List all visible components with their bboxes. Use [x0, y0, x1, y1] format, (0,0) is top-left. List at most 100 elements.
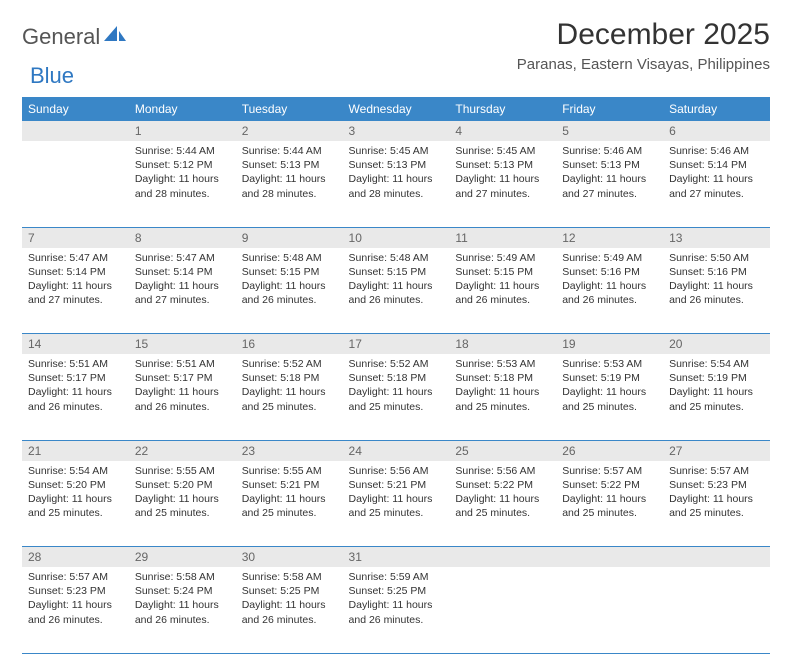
- day-number: 27: [663, 440, 770, 461]
- day-number: 26: [556, 440, 663, 461]
- day-cell: Sunrise: 5:50 AMSunset: 5:16 PMDaylight:…: [663, 248, 770, 334]
- day-number: 7: [22, 227, 129, 248]
- day-number: 29: [129, 547, 236, 568]
- day-details: Sunrise: 5:58 AMSunset: 5:25 PMDaylight:…: [236, 567, 343, 633]
- day-cell: [22, 141, 129, 227]
- day-cell: Sunrise: 5:51 AMSunset: 5:17 PMDaylight:…: [22, 354, 129, 440]
- day-details: Sunrise: 5:55 AMSunset: 5:20 PMDaylight:…: [129, 461, 236, 527]
- weekday-header: Wednesday: [343, 97, 450, 121]
- day-details: Sunrise: 5:51 AMSunset: 5:17 PMDaylight:…: [129, 354, 236, 420]
- brand-text-general: General: [22, 24, 100, 50]
- day-number: 30: [236, 547, 343, 568]
- weekday-header: Thursday: [449, 97, 556, 121]
- day-number: 16: [236, 334, 343, 355]
- calendar-table: Sunday Monday Tuesday Wednesday Thursday…: [22, 97, 770, 654]
- day-number: 11: [449, 227, 556, 248]
- brand-text-blue: Blue: [30, 63, 74, 89]
- calendar-body: 123456Sunrise: 5:44 AMSunset: 5:12 PMDay…: [22, 121, 770, 653]
- weekday-header: Sunday: [22, 97, 129, 121]
- day-details: Sunrise: 5:47 AMSunset: 5:14 PMDaylight:…: [22, 248, 129, 314]
- weekday-header: Saturday: [663, 97, 770, 121]
- day-details: Sunrise: 5:59 AMSunset: 5:25 PMDaylight:…: [343, 567, 450, 633]
- day-number: 14: [22, 334, 129, 355]
- day-number: 25: [449, 440, 556, 461]
- day-cell: Sunrise: 5:46 AMSunset: 5:13 PMDaylight:…: [556, 141, 663, 227]
- day-details: Sunrise: 5:46 AMSunset: 5:13 PMDaylight:…: [556, 141, 663, 207]
- day-number: 24: [343, 440, 450, 461]
- day-number: 10: [343, 227, 450, 248]
- day-number: [556, 547, 663, 568]
- day-details: Sunrise: 5:44 AMSunset: 5:12 PMDaylight:…: [129, 141, 236, 207]
- day-number: 5: [556, 121, 663, 141]
- day-details: Sunrise: 5:45 AMSunset: 5:13 PMDaylight:…: [449, 141, 556, 207]
- day-cell: Sunrise: 5:48 AMSunset: 5:15 PMDaylight:…: [236, 248, 343, 334]
- day-details: Sunrise: 5:53 AMSunset: 5:18 PMDaylight:…: [449, 354, 556, 420]
- week-row: Sunrise: 5:54 AMSunset: 5:20 PMDaylight:…: [22, 461, 770, 547]
- day-number: [449, 547, 556, 568]
- day-details: Sunrise: 5:50 AMSunset: 5:16 PMDaylight:…: [663, 248, 770, 314]
- week-row: Sunrise: 5:57 AMSunset: 5:23 PMDaylight:…: [22, 567, 770, 653]
- day-cell: Sunrise: 5:45 AMSunset: 5:13 PMDaylight:…: [449, 141, 556, 227]
- day-number: 31: [343, 547, 450, 568]
- day-cell: Sunrise: 5:54 AMSunset: 5:20 PMDaylight:…: [22, 461, 129, 547]
- day-details: Sunrise: 5:46 AMSunset: 5:14 PMDaylight:…: [663, 141, 770, 207]
- day-cell: Sunrise: 5:57 AMSunset: 5:23 PMDaylight:…: [22, 567, 129, 653]
- weekday-header: Tuesday: [236, 97, 343, 121]
- day-details: Sunrise: 5:56 AMSunset: 5:22 PMDaylight:…: [449, 461, 556, 527]
- day-details: Sunrise: 5:45 AMSunset: 5:13 PMDaylight:…: [343, 141, 450, 207]
- day-details: Sunrise: 5:48 AMSunset: 5:15 PMDaylight:…: [236, 248, 343, 314]
- day-details: Sunrise: 5:44 AMSunset: 5:13 PMDaylight:…: [236, 141, 343, 207]
- day-number: 3: [343, 121, 450, 141]
- day-details: Sunrise: 5:54 AMSunset: 5:20 PMDaylight:…: [22, 461, 129, 527]
- day-number: 2: [236, 121, 343, 141]
- day-cell: Sunrise: 5:58 AMSunset: 5:24 PMDaylight:…: [129, 567, 236, 653]
- page-title: December 2025: [517, 18, 770, 52]
- day-cell: Sunrise: 5:54 AMSunset: 5:19 PMDaylight:…: [663, 354, 770, 440]
- day-number: 18: [449, 334, 556, 355]
- day-cell: Sunrise: 5:47 AMSunset: 5:14 PMDaylight:…: [22, 248, 129, 334]
- week-row: Sunrise: 5:44 AMSunset: 5:12 PMDaylight:…: [22, 141, 770, 227]
- day-number: [663, 547, 770, 568]
- day-details: Sunrise: 5:51 AMSunset: 5:17 PMDaylight:…: [22, 354, 129, 420]
- day-cell: Sunrise: 5:47 AMSunset: 5:14 PMDaylight:…: [129, 248, 236, 334]
- calendar-page: General December 2025 Paranas, Eastern V…: [0, 0, 792, 664]
- day-cell: Sunrise: 5:53 AMSunset: 5:19 PMDaylight:…: [556, 354, 663, 440]
- day-cell: Sunrise: 5:49 AMSunset: 5:15 PMDaylight:…: [449, 248, 556, 334]
- day-details: Sunrise: 5:58 AMSunset: 5:24 PMDaylight:…: [129, 567, 236, 633]
- day-cell: Sunrise: 5:44 AMSunset: 5:12 PMDaylight:…: [129, 141, 236, 227]
- day-number: 12: [556, 227, 663, 248]
- day-cell: Sunrise: 5:55 AMSunset: 5:21 PMDaylight:…: [236, 461, 343, 547]
- day-number: [22, 121, 129, 141]
- day-cell: Sunrise: 5:55 AMSunset: 5:20 PMDaylight:…: [129, 461, 236, 547]
- day-cell: Sunrise: 5:58 AMSunset: 5:25 PMDaylight:…: [236, 567, 343, 653]
- daynum-row: 78910111213: [22, 227, 770, 248]
- day-number: 20: [663, 334, 770, 355]
- day-number: 21: [22, 440, 129, 461]
- brand-logo: General: [22, 18, 129, 50]
- day-number: 1: [129, 121, 236, 141]
- title-block: December 2025 Paranas, Eastern Visayas, …: [517, 18, 770, 73]
- location-subtitle: Paranas, Eastern Visayas, Philippines: [517, 56, 770, 73]
- day-cell: Sunrise: 5:48 AMSunset: 5:15 PMDaylight:…: [343, 248, 450, 334]
- weekday-header-row: Sunday Monday Tuesday Wednesday Thursday…: [22, 97, 770, 121]
- brand-sail-icon: [104, 26, 126, 49]
- day-details: Sunrise: 5:49 AMSunset: 5:15 PMDaylight:…: [449, 248, 556, 314]
- daynum-row: 14151617181920: [22, 334, 770, 355]
- day-cell: Sunrise: 5:57 AMSunset: 5:22 PMDaylight:…: [556, 461, 663, 547]
- day-cell: [449, 567, 556, 653]
- day-cell: Sunrise: 5:59 AMSunset: 5:25 PMDaylight:…: [343, 567, 450, 653]
- day-cell: Sunrise: 5:46 AMSunset: 5:14 PMDaylight:…: [663, 141, 770, 227]
- day-cell: Sunrise: 5:56 AMSunset: 5:22 PMDaylight:…: [449, 461, 556, 547]
- day-cell: Sunrise: 5:44 AMSunset: 5:13 PMDaylight:…: [236, 141, 343, 227]
- day-number: 8: [129, 227, 236, 248]
- day-number: 13: [663, 227, 770, 248]
- day-number: 15: [129, 334, 236, 355]
- day-number: 4: [449, 121, 556, 141]
- day-cell: [556, 567, 663, 653]
- day-details: Sunrise: 5:54 AMSunset: 5:19 PMDaylight:…: [663, 354, 770, 420]
- week-row: Sunrise: 5:47 AMSunset: 5:14 PMDaylight:…: [22, 248, 770, 334]
- day-cell: Sunrise: 5:45 AMSunset: 5:13 PMDaylight:…: [343, 141, 450, 227]
- day-cell: Sunrise: 5:51 AMSunset: 5:17 PMDaylight:…: [129, 354, 236, 440]
- day-cell: [663, 567, 770, 653]
- daynum-row: 28293031: [22, 547, 770, 568]
